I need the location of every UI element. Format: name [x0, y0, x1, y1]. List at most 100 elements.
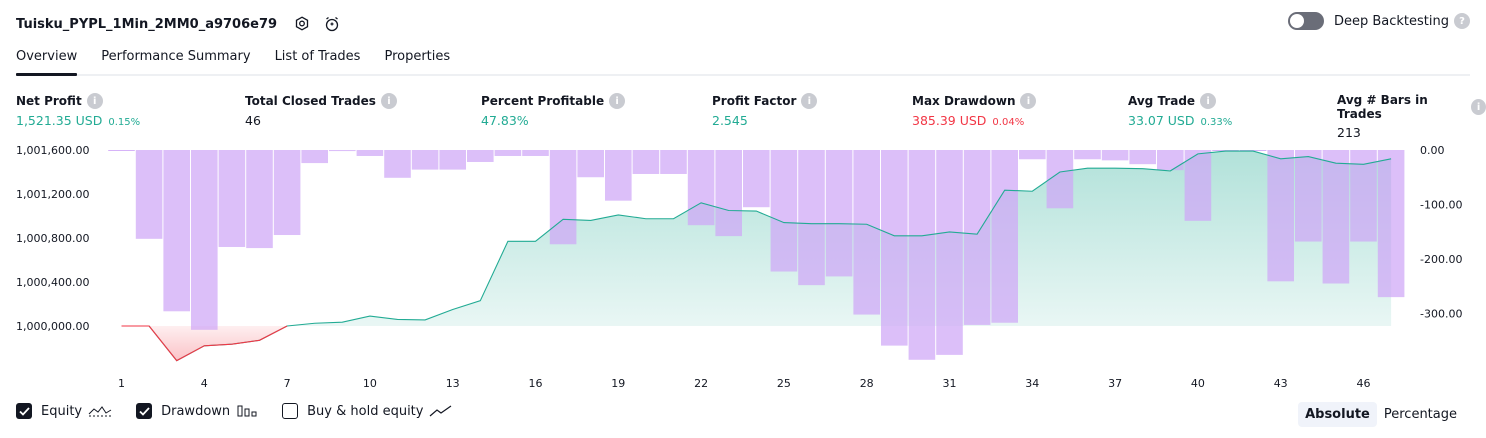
drawdown-bar — [825, 150, 853, 277]
drawdown-checkbox[interactable] — [136, 403, 153, 419]
drawdown-bar — [660, 150, 687, 174]
x-tick-label: 28 — [860, 377, 874, 390]
gear-icon[interactable] — [291, 13, 313, 35]
metric-label: Max Drawdown — [912, 94, 1016, 108]
strategy-header: Tuisku_PYPL_1Min_2MM0_a9706e79 — [16, 10, 343, 38]
total-closed-trades-value: 46 — [245, 113, 261, 128]
drawdown-bar — [273, 150, 301, 236]
metric-label: Percent Profitable — [481, 94, 605, 108]
y-tick-label-right: 0.00 — [1420, 144, 1445, 157]
info-icon[interactable]: i — [380, 93, 397, 109]
x-tick-label: 34 — [1025, 377, 1039, 390]
equity-line-loss — [148, 325, 288, 362]
info-icon[interactable]: i — [609, 93, 626, 109]
x-tick-label: 40 — [1191, 377, 1205, 390]
avg-bars-value: 213 — [1337, 125, 1361, 140]
metric-total-closed-trades: Total Closed Trades i 46 — [245, 93, 397, 128]
drawdown-bar — [1101, 150, 1129, 161]
drawdown-bar — [467, 150, 494, 162]
y-tick-label-right: -300.00 — [1420, 307, 1462, 320]
metric-avg-trade: Avg Trade i 33.07 USD 0.33% — [1128, 93, 1232, 128]
help-icon[interactable]: ? — [1454, 13, 1470, 29]
alarm-clock-add-icon[interactable] — [321, 13, 343, 35]
equity-line — [121, 150, 1392, 362]
y-tick-label-left: 1,001,200.00 — [16, 188, 89, 201]
x-tick-label: 25 — [777, 377, 791, 390]
equity-area — [121, 151, 1392, 326]
tab-performance-summary[interactable]: Performance Summary — [101, 49, 251, 64]
drawdown-bar — [1377, 150, 1405, 298]
view-mode-switch: Absolute Percentage — [1298, 402, 1464, 427]
x-tick-label: 13 — [446, 377, 460, 390]
equity-checkbox[interactable] — [16, 403, 32, 419]
tab-overview[interactable]: Overview — [16, 46, 78, 76]
y-tick-label-left: 1,000,800.00 — [16, 232, 89, 245]
tab-properties[interactable]: Properties — [384, 49, 451, 64]
drawdown-bar — [329, 150, 356, 152]
equity-line-icon — [88, 406, 112, 417]
x-tick-label: 16 — [529, 377, 543, 390]
metric-label: Avg # Bars in Trades — [1337, 93, 1428, 121]
drawdown-bar — [522, 150, 549, 156]
percentage-button[interactable]: Percentage — [1383, 407, 1457, 422]
y-tick-label-right: -200.00 — [1420, 253, 1462, 266]
x-tick-label: 37 — [1108, 377, 1122, 390]
drawdown-bar — [108, 150, 135, 151]
drawdown-bar — [1212, 150, 1239, 151]
x-tick-label: 19 — [611, 377, 625, 390]
y-tick-label-left: 1,000,400.00 — [16, 276, 89, 289]
legend-equity[interactable]: Equity — [16, 403, 112, 419]
info-icon[interactable]: i — [86, 93, 103, 109]
absolute-button[interactable]: Absolute — [1298, 402, 1377, 427]
drawdown-bar — [1239, 150, 1267, 151]
metric-label: Avg Trade — [1128, 94, 1196, 108]
drawdown-bar — [1295, 150, 1322, 242]
strategy-title: Tuisku_PYPL_1Min_2MM0_a9706e79 — [16, 16, 278, 32]
legend-label: Drawdown — [161, 403, 231, 419]
drawdown-bars-icon — [237, 405, 257, 417]
drawdown-bar — [1019, 150, 1046, 160]
metric-net-profit: Net Profit i 1,521.35 USD 0.15% — [16, 93, 140, 128]
metric-label: Profit Factor — [712, 94, 797, 108]
avg-trade-value: 33.07 USD — [1128, 113, 1195, 128]
drawdown-bar — [853, 150, 880, 315]
legend-buy-hold[interactable]: Buy & hold equity — [282, 403, 453, 419]
net-profit-pct: 0.15% — [108, 117, 141, 128]
deep-backtesting-toggle[interactable] — [1287, 12, 1324, 30]
max-drawdown-pct: 0.04% — [992, 117, 1025, 128]
drawdown-bar — [1046, 150, 1074, 209]
net-profit-value: 1,521.35 USD — [16, 113, 103, 128]
drawdown-bar — [577, 150, 604, 178]
buy-hold-line-icon — [430, 405, 452, 417]
info-icon[interactable]: i — [1200, 93, 1217, 109]
drawdown-bar — [301, 150, 328, 164]
x-tick-label: 46 — [1357, 377, 1371, 390]
info-icon[interactable]: i — [1020, 93, 1037, 109]
x-tick-label: 43 — [1274, 377, 1288, 390]
drawdown-bar — [1157, 150, 1184, 171]
x-tick-label: 31 — [943, 377, 957, 390]
buy-hold-checkbox[interactable] — [282, 403, 299, 419]
drawdown-bar — [770, 150, 798, 272]
drawdown-bar — [908, 150, 936, 360]
drawdown-bar — [936, 150, 963, 355]
drawdown-bar — [439, 150, 466, 170]
legend-label: Buy & hold equity — [307, 403, 424, 419]
info-icon[interactable]: i — [801, 93, 818, 109]
metric-max-drawdown: Max Drawdown i 385.39 USD 0.04% — [912, 93, 1037, 128]
drawdown-bar — [605, 150, 632, 201]
tab-list-of-trades[interactable]: List of Trades — [274, 49, 361, 64]
legend-drawdown[interactable]: Drawdown — [136, 403, 258, 419]
drawdown-bar — [191, 150, 218, 330]
drawdown-bar — [384, 150, 411, 178]
drawdown-bar — [632, 150, 660, 174]
x-tick-label: 10 — [363, 377, 377, 390]
x-tick-label: 4 — [201, 377, 208, 390]
x-tick-label: 7 — [284, 377, 291, 390]
info-icon[interactable]: i — [1471, 99, 1486, 115]
drawdown-bar — [963, 150, 991, 325]
percent-profitable-value: 47.83% — [481, 113, 529, 128]
drawdown-bar — [1267, 150, 1294, 282]
drawdown-bar — [687, 150, 715, 226]
drawdown-bar — [798, 150, 825, 286]
